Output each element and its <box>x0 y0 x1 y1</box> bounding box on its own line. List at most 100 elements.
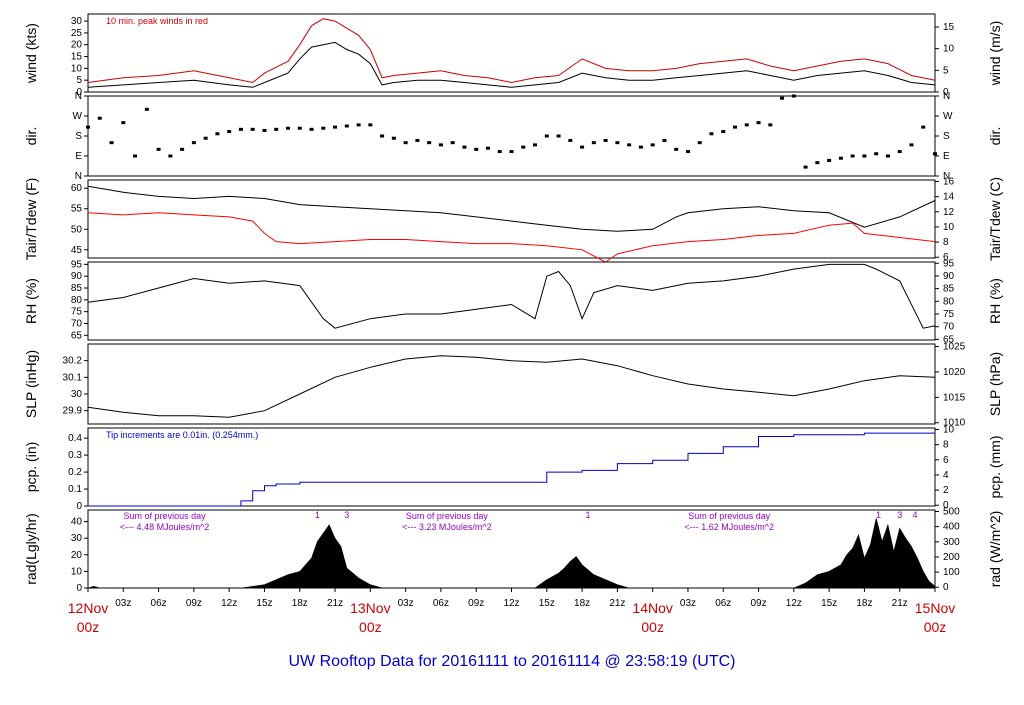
dir-point <box>380 134 385 138</box>
dir-point <box>521 145 526 149</box>
ylabel-pcp: pcp. (in) <box>23 442 39 493</box>
right-tick-label: 6 <box>943 252 949 263</box>
dir-point <box>356 123 361 127</box>
dir-point <box>815 161 820 165</box>
left-tick-label: 50 <box>71 224 83 235</box>
right-tick-label: 14 <box>943 192 955 203</box>
right-tick-label: 0 <box>943 87 949 98</box>
right-tick-label: 500 <box>943 507 960 518</box>
dir-point <box>780 96 785 100</box>
left-tick-label: 0 <box>76 583 82 594</box>
dir-point <box>827 158 832 162</box>
dir-point <box>415 138 420 142</box>
x-tick-label: 21z <box>327 598 343 609</box>
left-tick-label: 0 <box>76 501 82 512</box>
left-tick-label: 65 <box>71 330 83 341</box>
dir-point <box>803 165 808 169</box>
left-tick-label: 90 <box>71 271 83 282</box>
dir-point <box>321 126 326 130</box>
dir-point <box>850 154 855 158</box>
dir-point <box>180 147 185 151</box>
left-tick-label: 30 <box>71 389 83 400</box>
dir-point <box>156 147 161 151</box>
dir-point <box>556 134 561 138</box>
date-hour-label: 00z <box>77 619 100 635</box>
dir-point <box>427 141 432 145</box>
dir-point <box>227 130 232 134</box>
rad-sum-label: Sum of previous day <box>406 511 489 521</box>
x-tick-label: 03z <box>115 598 131 609</box>
right-tick-label: 80 <box>943 296 955 307</box>
left-tick-label: 75 <box>71 307 83 318</box>
right-tick-label: 75 <box>943 309 955 320</box>
panel-pcp: 0 0.1 0.2 0.3 0.4 0 2 4 6 8 10 pcp. (in) pcp. (mm) Ti… <box>23 425 1003 512</box>
rad-sum-value: <--- 3.23 MJoules/m^2 <box>402 522 492 532</box>
panel-frame-temp <box>87 179 936 259</box>
x-tick-label: 03z <box>398 598 414 609</box>
dir-point <box>909 143 914 147</box>
rad-marker: 3 <box>897 510 902 520</box>
left-tick-label: 0.2 <box>68 467 82 478</box>
x-tick-label: 21z <box>609 598 625 609</box>
x-tick-label: 21z <box>892 598 908 609</box>
right-tick-label: W <box>943 111 953 122</box>
left-tick-label: E <box>75 151 82 162</box>
dir-point <box>215 132 220 136</box>
rad-sum-value: <--- 4.48 MJoules/m^2 <box>120 522 210 532</box>
right-tick-label: 1020 <box>943 367 966 378</box>
dir-point <box>391 136 396 140</box>
dir-point <box>144 107 149 111</box>
x-tick-label: 15z <box>539 598 555 609</box>
dir-point <box>838 156 843 160</box>
rad-marker: 4 <box>912 510 917 520</box>
x-tick-label: 18z <box>292 598 308 609</box>
slp-line-0 <box>87 355 936 418</box>
x-tick-label: 12z <box>503 598 519 609</box>
dir-point <box>168 154 173 158</box>
left-tick-label: 95 <box>71 259 83 270</box>
dir-point <box>709 132 714 136</box>
dir-point <box>897 150 902 154</box>
left-tick-label: 30 <box>71 533 83 544</box>
left-tick-label: N <box>75 171 82 182</box>
rad-marker: 1 <box>876 510 881 520</box>
ylabel-temp: Tair/Tdew (F) <box>23 178 39 260</box>
panel-frame-pcp <box>87 427 936 507</box>
right-tick-label: 6 <box>943 455 949 466</box>
right-tick-label: 1010 <box>943 418 966 429</box>
dir-point <box>721 130 726 134</box>
ylabel-rh: RH (%) <box>23 278 39 324</box>
dir-point <box>497 150 502 154</box>
pcp-annotation: Tip increments are 0.01in. (0.254mm.) <box>106 430 258 440</box>
right-tick-label: 1025 <box>943 342 966 353</box>
dir-point <box>462 145 467 149</box>
dir-point <box>685 150 690 154</box>
right-tick-label: 85 <box>943 284 955 295</box>
left-tick-label: 29.9 <box>63 406 83 417</box>
right-tick-label: 300 <box>943 537 960 548</box>
right-tick-label: 5 <box>943 65 949 76</box>
ylabel-right-temp: Tair/Tdew (C) <box>987 177 1003 261</box>
rad-marker: 1 <box>585 510 590 520</box>
left-tick-label: 60 <box>71 183 83 194</box>
left-tick-label: 40 <box>71 517 83 528</box>
dir-point <box>191 141 196 145</box>
dir-point <box>580 145 585 149</box>
rad-sum-value: <--- 1.62 MJoules/m^2 <box>684 522 774 532</box>
panel-frame-dir <box>87 95 936 177</box>
right-tick-label: N <box>943 171 950 182</box>
rad-sum-label: Sum of previous day <box>688 511 771 521</box>
dir-point <box>874 152 879 156</box>
dir-point <box>921 125 926 129</box>
left-tick-label: 15 <box>71 52 83 63</box>
temp-line-0 <box>87 185 936 232</box>
left-tick-label: 55 <box>71 204 83 215</box>
pcp-line <box>88 432 935 507</box>
ylabel-dir: dir. <box>23 127 39 146</box>
dir-point <box>109 141 114 145</box>
rad-sum-label: Sum of previous day <box>124 511 207 521</box>
dir-point <box>450 141 455 145</box>
right-tick-label: 90 <box>943 271 955 282</box>
